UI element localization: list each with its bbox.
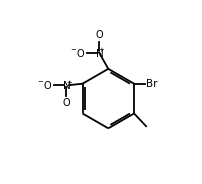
Text: Br: Br (146, 79, 157, 89)
Text: O: O (95, 30, 102, 40)
Text: $\mathregular{{}^{-}O}$: $\mathregular{{}^{-}O}$ (69, 47, 84, 59)
Text: +: + (65, 80, 71, 86)
Text: $\mathregular{N}$: $\mathregular{N}$ (94, 47, 103, 59)
Text: $\mathregular{N}$: $\mathregular{N}$ (62, 79, 70, 91)
Text: O: O (62, 98, 70, 108)
Text: $\mathregular{{}^{-}O}$: $\mathregular{{}^{-}O}$ (37, 79, 52, 91)
Text: +: + (98, 47, 104, 53)
